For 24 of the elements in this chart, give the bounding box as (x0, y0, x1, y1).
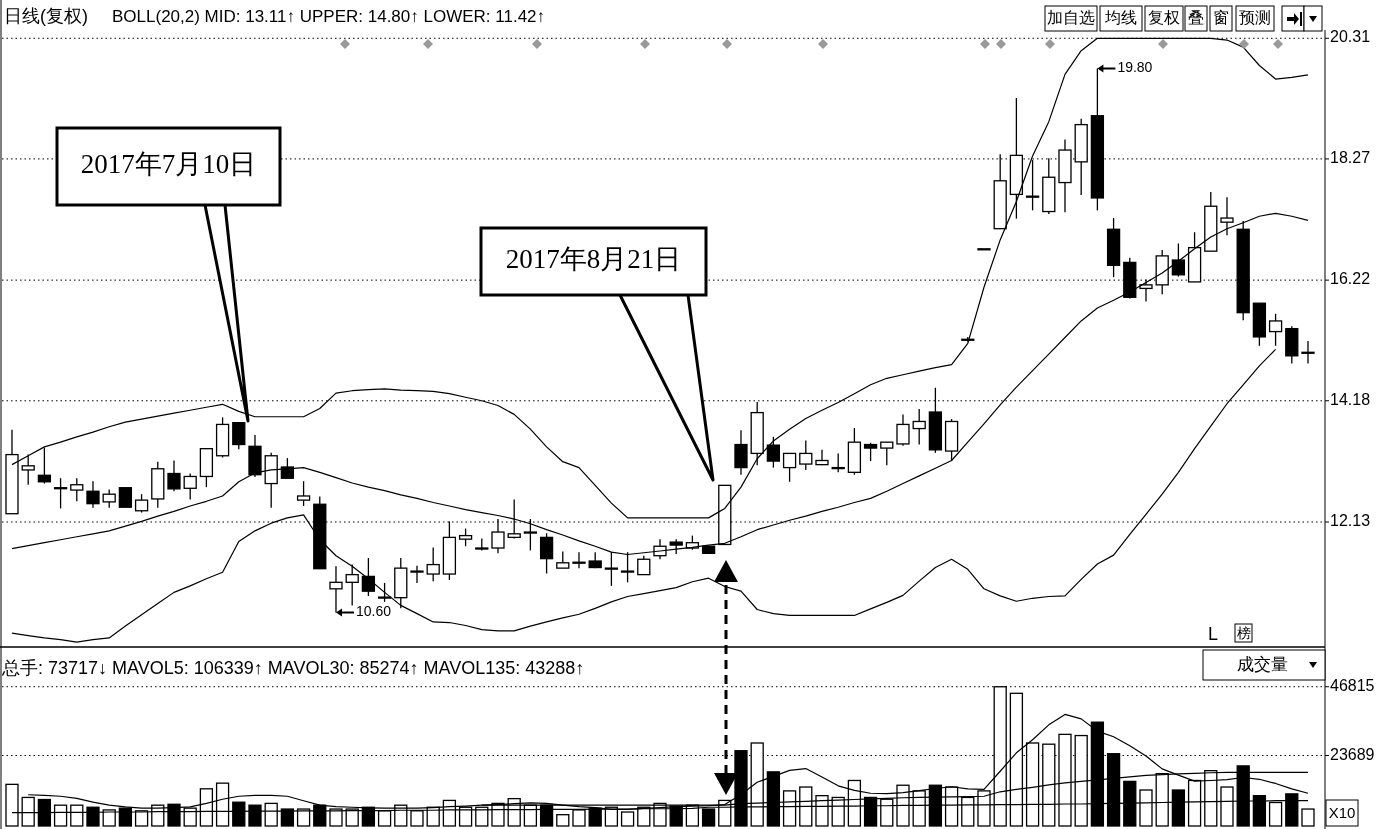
annotation: 2017年8月21日 (505, 243, 682, 274)
y-tick-label: 20.31 (1330, 28, 1371, 46)
text: 均线 (1104, 9, 1137, 27)
text: 复权 (1148, 9, 1180, 27)
y-tick-label: 46815 (1330, 676, 1375, 694)
y-tick-label: 23689 (1330, 745, 1375, 763)
text: X10 (1328, 803, 1356, 821)
y-tick-label: 14.18 (1330, 390, 1371, 409)
annotation: 2017年7月10日 (80, 148, 257, 179)
annotation: L (1208, 624, 1219, 644)
text: 叠 (1188, 9, 1204, 27)
annotation: 19.80 (1117, 59, 1153, 76)
y-tick-label: 12.13 (1330, 512, 1371, 530)
text: 窗 (1213, 9, 1229, 27)
annotation: 榜 (1236, 624, 1251, 641)
chart-title: 日线(复权) (4, 6, 88, 26)
text: 预测 (1239, 9, 1271, 27)
chart-subtitle: BOLL(20,2) MID: 13.11↑ UPPER: 14.80↑ LOWER: 11.42↑ (112, 7, 546, 26)
annotation: 10.60 (355, 603, 392, 620)
text: 加自选 (1047, 9, 1095, 27)
y-tick-label: 16.22 (1330, 270, 1371, 288)
y-tick-label: 18.27 (1330, 149, 1371, 167)
chart-title: 总手: 73717↓ MAVOL5: 106339↑ MAVOL30: 85274↑ MAVOL135: 43288↑ (1, 658, 585, 678)
text: 成交量 (1236, 655, 1288, 675)
